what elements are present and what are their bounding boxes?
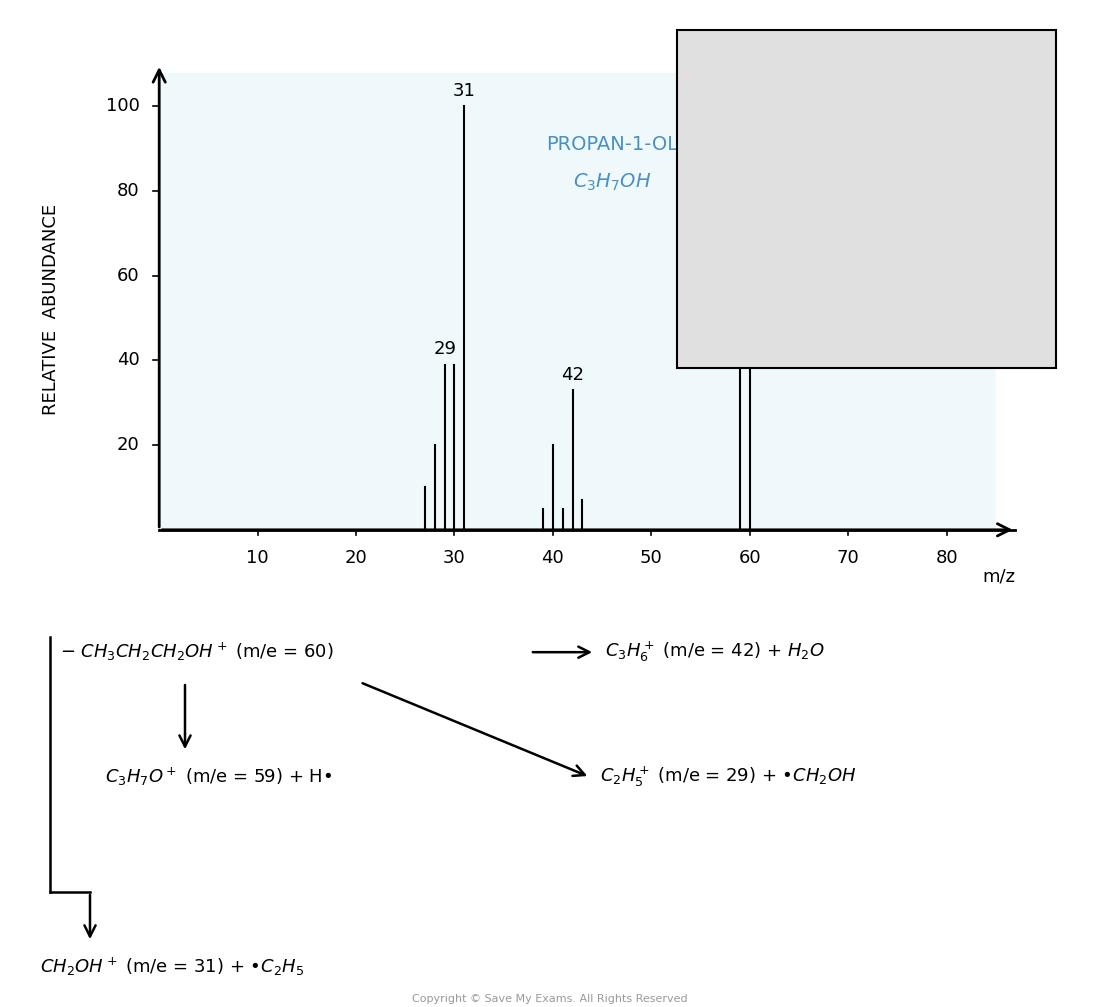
Text: 60: 60	[738, 549, 761, 567]
Text: 42: 42	[561, 366, 584, 384]
Text: 80: 80	[117, 182, 140, 200]
Text: $CH_2OH^+$ (m/e = 31) + •$C_2H_5$: $CH_2OH^+$ (m/e = 31) + •$C_2H_5$	[40, 956, 304, 978]
Text: $C_3H_7O^+$ (m/e = 59) + H•: $C_3H_7O^+$ (m/e = 59) + H•	[104, 766, 332, 788]
Text: $31$ = $CH_2OH^+$: $31$ = $CH_2OH^+$	[703, 255, 821, 278]
Text: 20: 20	[344, 549, 367, 567]
Text: 100: 100	[106, 98, 140, 116]
Text: 20: 20	[117, 436, 140, 454]
Text: 59: 59	[724, 302, 747, 320]
FancyBboxPatch shape	[160, 73, 996, 530]
Text: 31: 31	[453, 83, 476, 100]
Text: 80: 80	[935, 549, 958, 567]
FancyBboxPatch shape	[676, 30, 1056, 368]
Text: 40: 40	[541, 549, 564, 567]
Text: $C_3H_6^+$ (m/e = 42) + $H_2O$: $C_3H_6^+$ (m/e = 42) + $H_2O$	[605, 640, 825, 665]
Text: $42$ = LOSS  OF  WATER: $42$ = LOSS OF WATER	[703, 206, 898, 225]
Text: 29: 29	[433, 340, 456, 358]
Text: 60: 60	[117, 267, 140, 285]
Text: $29$ = $C_2H_5^+$: $29$ = $C_2H_5^+$	[703, 305, 794, 329]
Text: m/z: m/z	[982, 568, 1015, 586]
Text: $C_3H_7OH$: $C_3H_7OH$	[573, 172, 651, 193]
Text: 40: 40	[117, 351, 140, 370]
Text: $C_2H_5^+$ (m/e = 29) + •$CH_2OH$: $C_2H_5^+$ (m/e = 29) + •$CH_2OH$	[600, 765, 856, 789]
Text: 70: 70	[837, 549, 859, 567]
Text: 30: 30	[443, 549, 465, 567]
Text: Copyright © Save My Exams. All Rights Reserved: Copyright © Save My Exams. All Rights Re…	[412, 994, 688, 1004]
Text: $59$ = $C_3H_7O^+$: $59$ = $C_3H_7O^+$	[703, 154, 815, 176]
Text: PROPAN-1-OL: PROPAN-1-OL	[546, 135, 678, 154]
Text: 60: 60	[754, 336, 776, 354]
Text: 50: 50	[640, 549, 662, 567]
Text: PEAKS: PEAKS	[703, 60, 774, 80]
Text: $60$ = MOLECULAR  ION: $60$ = MOLECULAR ION	[703, 106, 893, 124]
Text: $-$ $CH_3CH_2CH_2OH^+$ (m/e = 60): $-$ $CH_3CH_2CH_2OH^+$ (m/e = 60)	[60, 641, 334, 664]
Text: 10: 10	[246, 549, 268, 567]
Text: RELATIVE  ABUNDANCE: RELATIVE ABUNDANCE	[42, 204, 59, 415]
